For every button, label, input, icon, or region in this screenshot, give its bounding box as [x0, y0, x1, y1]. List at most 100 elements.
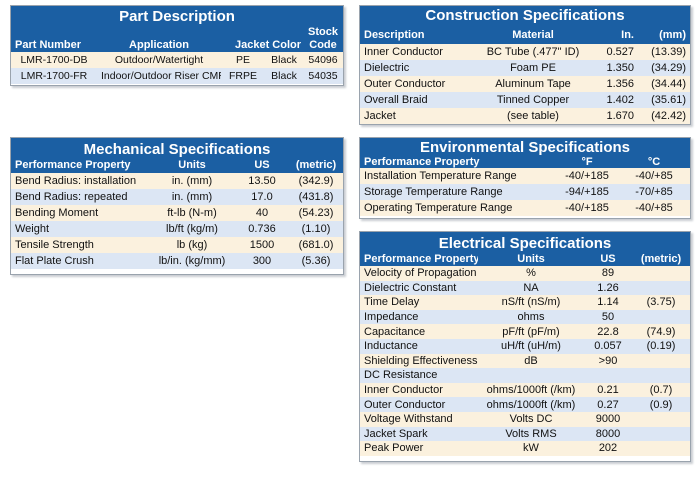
table-cell: (74.9): [632, 324, 690, 339]
table-row: Weight lb/ft (kg/m) 0.736 (1.10): [11, 221, 343, 237]
table-cell: 54035: [303, 68, 343, 84]
table-cell: (35.61): [638, 92, 690, 108]
table-cell: Operating Temperature Range: [360, 200, 556, 216]
table-cell: ohms: [478, 309, 584, 325]
electrical-title: Electrical Specifications: [360, 232, 690, 252]
table-cell: Time Delay: [360, 295, 478, 310]
table-cell: Inner Conductor: [360, 44, 472, 60]
table-cell: Jacket Spark: [360, 426, 478, 442]
table-cell: pF/ft (pF/m): [478, 324, 584, 339]
construction-title: Construction Specifications: [360, 6, 690, 25]
table-cell: (42.42): [638, 108, 690, 124]
table-cell: 9000: [584, 411, 632, 427]
table-cell: Voltage Withstand: [360, 411, 478, 427]
mechanical-table: Performance Property Units US (metric) B…: [11, 157, 343, 269]
table-cell: [632, 426, 690, 442]
table-cell: -40/+185: [556, 200, 618, 216]
table-row: Velocity of Propagation% 89: [360, 266, 690, 281]
table-cell: DC Resistance: [360, 368, 478, 383]
table-row: Jacket Spark Volts RMS 8000: [360, 426, 690, 442]
header-performance-property: Performance Property: [11, 157, 149, 173]
table-cell: Black: [265, 68, 303, 84]
table-cell: 1.26: [584, 280, 632, 296]
table-row: Outer Conductor ohms/1000ft (/km) 0.27 (0.9…: [360, 397, 690, 412]
table-row: Flat Plate Crush lb/in. (kg/mm) 300 (5.36): [11, 253, 343, 269]
table-cell: 0.21: [584, 382, 632, 398]
table-row: LMR-1700-FR Indoor/Outdoor Riser CMR FRPE B…: [11, 68, 343, 84]
table-cell: 1500: [235, 237, 289, 253]
table-row: Bend Radius: repeated in. (mm) 17.0 (431.8): [11, 189, 343, 205]
table-row: Installation Temperature Range -40/+185 -4…: [360, 168, 690, 184]
table-cell: Tensile Strength: [11, 237, 149, 253]
table-cell: Indoor/Outdoor Riser CMR: [97, 68, 221, 84]
table-cell: in. (mm): [149, 173, 235, 189]
table-row: Impedance ohms 50: [360, 309, 690, 325]
environmental-title: Environmental Specifications: [360, 138, 690, 156]
table-cell: in. (mm): [149, 189, 235, 205]
table-cell: (54.23): [289, 205, 343, 221]
construction-specifications-panel: Construction Specifications Description …: [359, 5, 691, 125]
table-cell: 0.736: [235, 221, 289, 237]
table-cell: nS/ft (nS/m): [478, 295, 584, 310]
table-cell: 1.356: [594, 76, 638, 92]
table-cell: (see table): [472, 108, 594, 124]
table-cell: 1.14: [584, 295, 632, 310]
table-cell: (1.10): [289, 221, 343, 237]
table-row: Storage Temperature Range -94/+185 -70/+85: [360, 184, 690, 200]
table-cell: >90: [584, 353, 632, 369]
header-performance-property: Performance Property: [360, 155, 556, 168]
table-cell: (34.44): [638, 76, 690, 92]
table-cell: (0.7): [632, 382, 690, 398]
table-cell: -70/+85: [618, 184, 690, 200]
table-cell: 89: [584, 266, 632, 281]
table-cell: (3.75): [632, 295, 690, 310]
table-cell: -40/+185: [556, 168, 618, 184]
part-description-title: Part Description: [11, 6, 343, 26]
table-cell: PE: [221, 52, 265, 68]
table-row: Time Delay nS/ft (nS/m) 1.14 (3.75): [360, 295, 690, 310]
environmental-table: Performance Property °F °C Installation …: [360, 155, 690, 216]
table-cell: Installation Temperature Range: [360, 168, 556, 184]
header-code: Code: [303, 39, 343, 52]
table-cell: Bend Radius: repeated: [11, 189, 149, 205]
table-cell: 202: [584, 441, 632, 456]
table-cell: 0.27: [584, 397, 632, 412]
table-cell: Velocity of Propagation: [360, 266, 478, 281]
table-cell: kW: [478, 441, 584, 456]
table-cell: 40: [235, 205, 289, 221]
table-cell: Dielectric: [360, 60, 472, 76]
table-cell: (431.8): [289, 189, 343, 205]
header-in: In.: [594, 25, 638, 44]
table-cell: ohms/1000ft (/km): [478, 382, 584, 398]
table-cell: -94/+185: [556, 184, 618, 200]
table-row: Bend Radius: installation in. (mm) 13.50 (3…: [11, 173, 343, 189]
table-row: Inner Conductor BC Tube (.477" ID) 0.527 (1…: [360, 44, 690, 60]
table-cell: Black: [265, 52, 303, 68]
table-cell: 1.670: [594, 108, 638, 124]
table-cell: Impedance: [360, 309, 478, 325]
table-cell: Bend Radius: installation: [11, 173, 149, 189]
header-description: Description: [360, 25, 472, 44]
table-cell: Peak Power: [360, 441, 478, 456]
header-jacket-color: Jacket Color: [221, 39, 303, 52]
table-cell: 50: [584, 309, 632, 325]
header-metric: (metric): [289, 157, 343, 173]
header-application: Application: [97, 39, 221, 52]
construction-table: Description Material In. (mm) Inner Cond…: [360, 25, 690, 124]
table-cell: (34.29): [638, 60, 690, 76]
table-cell: 1.402: [594, 92, 638, 108]
table-row: DC Resistance: [360, 368, 690, 383]
table-cell: 54096: [303, 52, 343, 68]
table-cell: (342.9): [289, 173, 343, 189]
table-cell: -40/+85: [618, 168, 690, 184]
mechanical-specifications-panel: Mechanical Specifications Performance Pr…: [10, 137, 344, 275]
table-cell: 17.0: [235, 189, 289, 205]
table-cell: Flat Plate Crush: [11, 253, 149, 269]
table-cell: 22.8: [584, 324, 632, 339]
table-cell: [632, 309, 690, 325]
table-cell: [632, 411, 690, 427]
electrical-specifications-panel: Electrical Specifications Performance Pr…: [359, 231, 691, 462]
table-cell: 0.527: [594, 44, 638, 60]
part-description-table: Stock Part Number Application Jacket Col…: [11, 26, 343, 84]
table-cell: LMR-1700-DB: [11, 52, 97, 68]
